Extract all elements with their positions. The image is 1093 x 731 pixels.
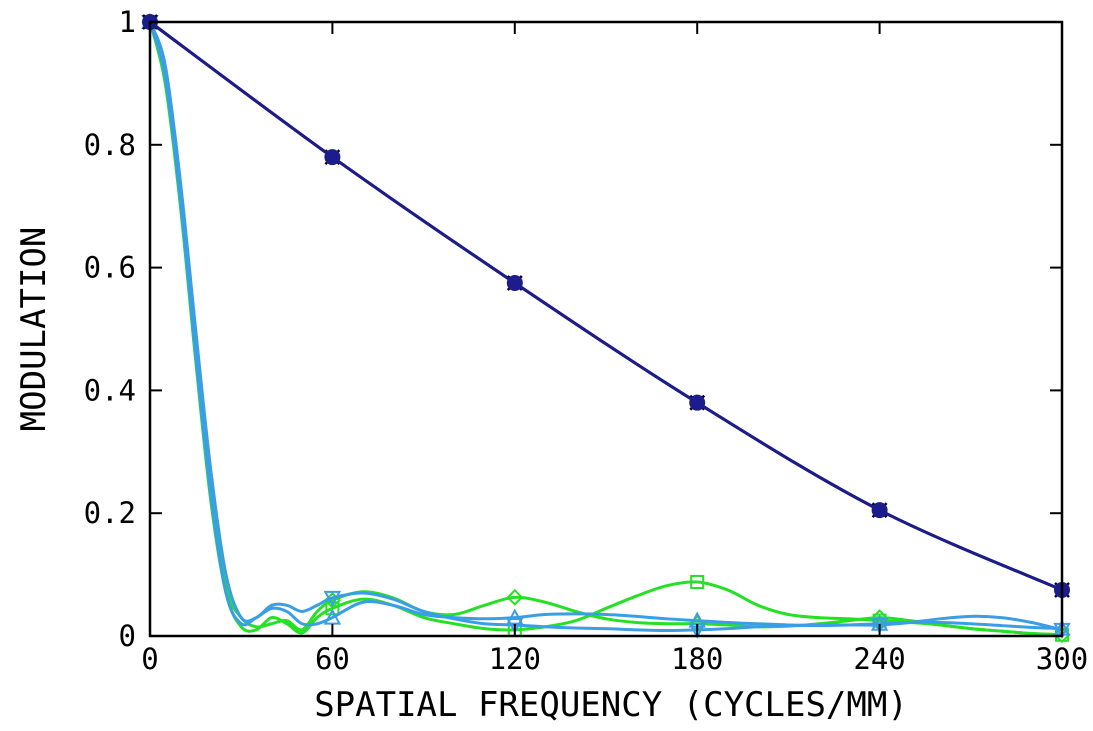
y-tick-label: 1 <box>119 5 136 39</box>
y-tick-label: 0.4 <box>84 373 136 407</box>
y-tick-label: 0.6 <box>84 251 136 285</box>
x-axis-title: SPATIAL FREQUENCY (CYCLES/MM) <box>314 685 908 725</box>
data-point <box>325 601 340 616</box>
data-point <box>506 617 524 635</box>
x-tick-label: 180 <box>671 642 723 676</box>
x-tick-label: 120 <box>489 642 541 676</box>
series-4 <box>141 12 1071 636</box>
data-point <box>689 394 706 411</box>
y-tick-label: 0 <box>119 619 136 653</box>
series-line <box>149 20 1063 592</box>
x-tick-label: 60 <box>315 642 350 676</box>
series-line <box>148 21 1063 631</box>
series-0 <box>142 14 1070 598</box>
series-3 <box>143 15 1069 642</box>
data-point <box>324 149 341 166</box>
data-point <box>323 590 342 608</box>
series-line <box>148 21 1063 632</box>
series-2 <box>141 13 1071 644</box>
data-point <box>688 622 706 639</box>
x-tick-label: 240 <box>853 642 905 676</box>
y-axis-title: MODULATION <box>14 227 54 432</box>
series-1 <box>142 14 1070 598</box>
data-point <box>506 588 524 606</box>
tick-layer <box>149 21 1063 637</box>
x-tick-label: 300 <box>1036 642 1088 676</box>
x-tick-label: 0 <box>141 642 158 676</box>
series-line <box>148 21 1063 637</box>
y-tick-label: 0.8 <box>84 128 136 162</box>
data-point <box>871 502 888 519</box>
series-line <box>148 21 1063 637</box>
y-tick-label: 0.2 <box>84 496 136 530</box>
series-line <box>149 20 1063 592</box>
series-layer <box>141 12 1071 644</box>
plot-frame <box>148 20 1064 638</box>
data-point <box>870 617 889 635</box>
tick-label-layer: 0 60 120 180 240 300 0 0.2 0.4 0.6 0.8 1 <box>84 5 1089 676</box>
data-point <box>690 574 705 589</box>
data-point <box>323 608 342 625</box>
series-5 <box>141 15 1071 639</box>
data-point <box>506 274 523 291</box>
